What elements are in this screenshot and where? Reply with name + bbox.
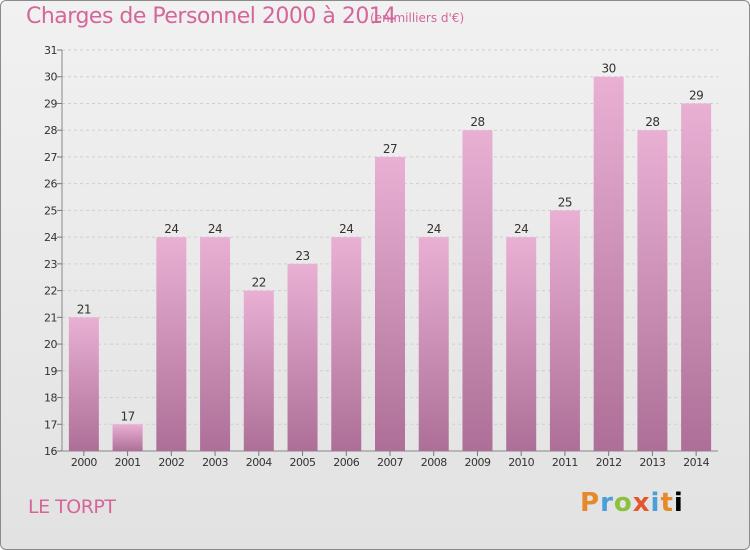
x-tick-label-2013: 2013 — [639, 456, 665, 469]
y-tick-label: 24 — [44, 231, 57, 244]
x-tick-label-2002: 2002 — [158, 456, 184, 469]
bar-2010 — [506, 237, 537, 451]
bar-2011 — [549, 210, 580, 451]
y-tick-label: 19 — [44, 365, 57, 378]
data-label-2011: 25 — [558, 195, 572, 209]
y-tick-label: 21 — [44, 311, 57, 324]
x-tick-label-2014: 2014 — [683, 456, 709, 469]
y-tick-label: 20 — [44, 338, 57, 351]
y-tick-labels: 16 17 18 19 20 21 22 23 24 25 26 27 28 29 30 31 — [44, 44, 62, 458]
data-label-2005: 23 — [295, 249, 309, 263]
data-label-2012: 30 — [602, 62, 616, 76]
commune-name: LE TORPT — [28, 496, 116, 518]
bar-2001 — [112, 424, 143, 451]
data-label-2013: 28 — [645, 115, 659, 129]
x-tick-labels: 2000 2001 2002 2003 2004 2005 2006 2007 2008 2009… — [71, 451, 710, 469]
y-tick-label: 17 — [44, 418, 57, 431]
y-tick-label: 27 — [44, 151, 57, 164]
bar-2007 — [375, 156, 405, 451]
bar-2008 — [418, 237, 449, 451]
y-tick-label: 18 — [44, 392, 57, 405]
x-tick-label-2010: 2010 — [508, 456, 534, 469]
chart-subtitle: (en milliers d'€) — [370, 11, 465, 25]
y-tick-label: 22 — [44, 285, 57, 298]
data-label-2009: 28 — [470, 115, 484, 129]
x-tick-label-2008: 2008 — [421, 456, 447, 469]
y-tick-label: 23 — [44, 258, 57, 271]
chart-title: Charges de Personnel 2000 à 2014 — [26, 4, 396, 29]
bar-2009 — [462, 130, 493, 451]
data-label-2008: 24 — [427, 222, 441, 236]
bar-2004 — [243, 290, 274, 451]
data-label-2001: 17 — [120, 409, 134, 423]
data-label-2003: 24 — [208, 222, 222, 236]
bar-2006 — [331, 237, 362, 451]
data-label-2002: 24 — [164, 222, 178, 236]
x-tick-label-2005: 2005 — [290, 456, 316, 469]
bar-2013 — [637, 130, 668, 451]
bar-2003 — [200, 237, 231, 451]
y-tick-label: 29 — [44, 97, 57, 110]
data-label-2010: 24 — [514, 222, 528, 236]
proxiti-logo: Proxiti — [580, 488, 684, 518]
bar-2005 — [287, 263, 318, 451]
bar-2014 — [681, 103, 712, 451]
data-label-2006: 24 — [339, 222, 353, 236]
bars — [68, 76, 712, 451]
x-tick-label-2006: 2006 — [333, 456, 359, 469]
x-tick-label-2000: 2000 — [71, 456, 97, 469]
x-tick-label-2007: 2007 — [377, 456, 403, 469]
x-tick-label-2012: 2012 — [596, 456, 622, 469]
x-tick-label-2004: 2004 — [246, 456, 272, 469]
y-tick-label: 16 — [44, 445, 57, 458]
bar-2002 — [156, 237, 187, 451]
x-tick-label-2009: 2009 — [464, 456, 490, 469]
data-labels: 21 17 24 24 22 23 24 27 24 28 24 25 30 28 29 — [77, 62, 704, 424]
y-tick-label: 31 — [44, 44, 57, 57]
data-label-2014: 29 — [689, 88, 703, 102]
x-tick-label-2011: 2011 — [552, 456, 578, 469]
y-tick-label: 25 — [44, 204, 57, 217]
data-label-2000: 21 — [77, 302, 91, 316]
bar-2012 — [593, 76, 624, 451]
x-tick-label-2003: 2003 — [202, 456, 228, 469]
y-tick-label: 28 — [44, 124, 57, 137]
data-label-2004: 22 — [252, 276, 266, 290]
data-label-2007: 27 — [383, 142, 397, 156]
x-tick-label-2001: 2001 — [115, 456, 141, 469]
y-tick-label: 26 — [44, 178, 57, 191]
bar-2000 — [68, 317, 99, 451]
y-tick-label: 30 — [44, 71, 57, 84]
